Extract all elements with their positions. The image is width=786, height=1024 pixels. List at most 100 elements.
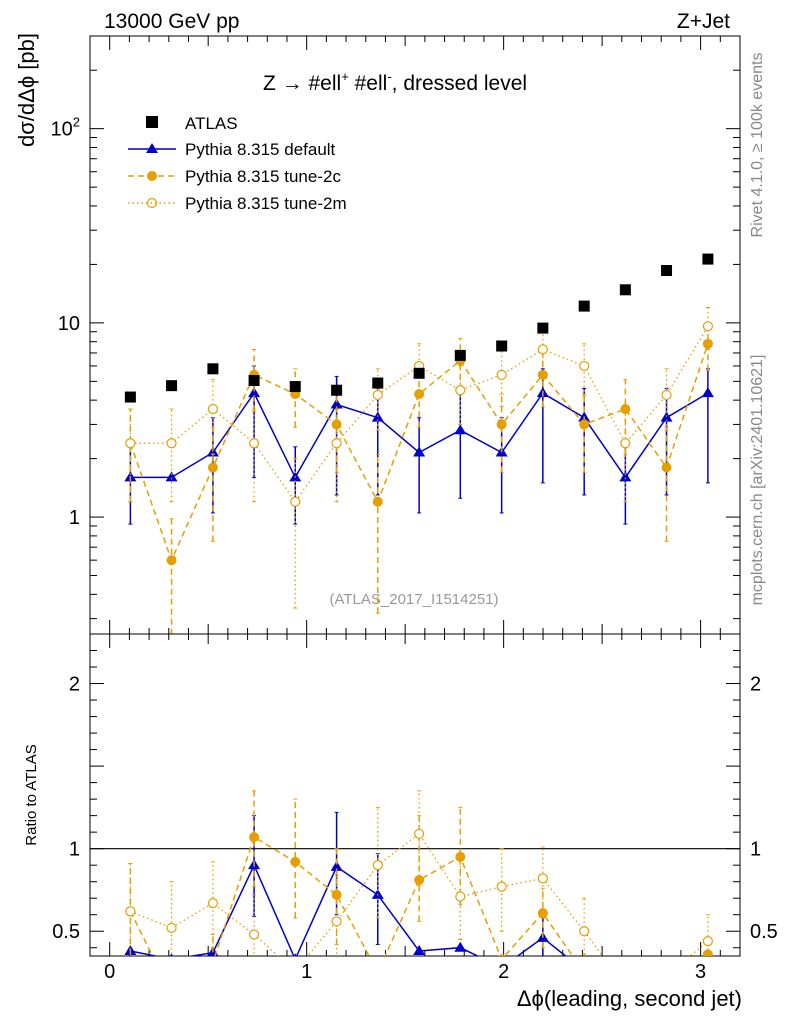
main-axis-ticks: 1 10 102 — [51, 35, 741, 634]
ratio-point-default — [454, 941, 467, 952]
main-y-axis-label: dσ/dΔϕ [pb] — [14, 33, 39, 147]
main-point-tune2m — [248, 438, 260, 449]
header-right-label: Z+Jet — [677, 10, 730, 33]
main-point-default — [454, 424, 467, 435]
main-y-tick-label: 1 — [69, 507, 80, 529]
ratio-point-tune2m — [496, 881, 507, 892]
main-point-tune2m — [207, 403, 219, 415]
main-point-atlas — [619, 284, 631, 296]
main-point-tune2m — [579, 360, 590, 372]
ratio-point-tune2m — [207, 898, 219, 909]
main-point-default — [206, 446, 219, 457]
ratio-point-tune2m — [372, 860, 383, 871]
legend-label-default: Pythia 8.315 default — [185, 140, 336, 159]
ratio-x-tick-label: 2 — [498, 961, 509, 983]
ratio-point-tune2c — [455, 851, 466, 862]
main-point-atlas — [207, 363, 219, 375]
legend-label-tune2m: Pythia 8.315 tune-2m — [185, 194, 347, 213]
ratio-y-tick-label-left: 2 — [69, 674, 80, 696]
main-title: Z → #ell+ #ell-, dressed level — [263, 69, 527, 95]
main-point-tune2m — [290, 496, 301, 507]
ratio-point-tune2m — [702, 936, 713, 947]
ratio-point-default — [578, 965, 590, 975]
ratio-x-tick-label: 0 — [104, 961, 115, 983]
main-point-tune2c — [661, 462, 672, 473]
main-y-tick-label: 102 — [51, 115, 80, 141]
main-data-marks — [124, 253, 714, 634]
ratio-point-default — [371, 888, 384, 899]
main-point-default — [330, 398, 343, 409]
ratio-point-tune2c — [497, 954, 506, 956]
main-point-tune2m — [702, 321, 713, 332]
title-part-mid: #ell — [349, 72, 388, 95]
mcplots-side-label: mcplots.cern.ch [arXiv:2401.10621] — [749, 355, 766, 606]
rivet-side-label: Rivet 4.1.0, ≥ 100k events — [749, 53, 766, 238]
ratio-point-tune2c — [208, 958, 218, 968]
header-left-label: 13000 GeV pp — [104, 10, 239, 33]
main-point-atlas — [124, 391, 136, 403]
main-point-tune2m — [496, 369, 507, 380]
x-axis-label: Δϕ(leading, second jet) — [517, 986, 742, 1011]
legend: ATLAS Pythia 8.315 default Pythia 8.315 … — [128, 114, 347, 213]
main-point-default — [413, 446, 426, 457]
main-point-atlas — [331, 384, 343, 396]
ratio-point-default — [413, 945, 426, 956]
ratio-y-axis-label: Ratio to ATLAS — [23, 744, 40, 845]
ratio-series-group — [90, 790, 740, 999]
main-point-tune2c — [537, 369, 548, 380]
main-point-default — [165, 471, 178, 482]
title-part-sup2: - — [387, 69, 391, 84]
ratio-point-tune2m — [331, 916, 342, 927]
ratio-point-default — [293, 953, 297, 956]
main-series-line — [129, 343, 709, 563]
main-point-default — [619, 471, 632, 482]
ratio-point-tune2c — [579, 968, 589, 978]
ratio-point-tune2m — [291, 966, 300, 975]
main-point-tune2c — [579, 419, 590, 430]
main-point-atlas — [372, 377, 384, 389]
main-point-default — [701, 387, 714, 398]
main-point-default — [248, 387, 261, 398]
main-series-group — [124, 253, 714, 634]
ratio-point-tune2m — [662, 971, 671, 980]
main-point-tune2m — [661, 389, 672, 401]
title-part-main: Z → #ell — [263, 72, 341, 95]
ratio-point-tune2m — [125, 906, 136, 917]
main-point-tune2m — [620, 438, 631, 449]
main-y-tick-label: 10 — [58, 313, 80, 335]
legend-marker-tune2c — [147, 171, 157, 181]
main-point-atlas — [537, 322, 549, 334]
title-part-sup1: + — [341, 69, 349, 84]
legend-marker-default — [146, 143, 158, 153]
ratio-y-tick-label-left: 0.5 — [52, 921, 80, 943]
ratio-point-tune2m — [455, 891, 466, 902]
main-point-atlas — [702, 253, 714, 265]
analysis-watermark: (ATLAS_2017_I1514251) — [329, 591, 498, 608]
ratio-point-tune2c — [620, 969, 630, 979]
main-point-atlas — [454, 349, 466, 361]
ratio-point-tune2c — [167, 989, 177, 999]
main-point-tune2m — [372, 389, 383, 401]
main-point-atlas — [413, 367, 425, 379]
legend-marker-tune2m — [146, 197, 158, 209]
main-point-atlas — [248, 374, 260, 386]
main-point-tune2m — [331, 438, 342, 449]
main-point-tune2m — [166, 438, 177, 449]
main-point-tune2c — [207, 462, 218, 473]
main-point-atlas — [166, 380, 178, 392]
main-point-tune2c — [414, 389, 425, 400]
main-point-atlas — [289, 381, 301, 393]
title-part-tail: , dressed level — [392, 72, 527, 95]
ratio-point-tune2c — [290, 856, 301, 867]
main-point-tune2c — [166, 555, 177, 566]
ratio-y-tick-label-left: 1 — [69, 839, 80, 861]
ratio-point-tune2c — [249, 832, 260, 843]
ratio-x-tick-label: 3 — [695, 961, 706, 983]
main-point-tune2c — [496, 419, 507, 430]
main-point-tune2m — [455, 385, 466, 396]
main-point-atlas — [578, 300, 590, 312]
ratio-y-tick-label-right: 2 — [750, 674, 761, 696]
ratio-point-tune2m — [248, 929, 260, 940]
ratio-point-default — [169, 953, 174, 956]
